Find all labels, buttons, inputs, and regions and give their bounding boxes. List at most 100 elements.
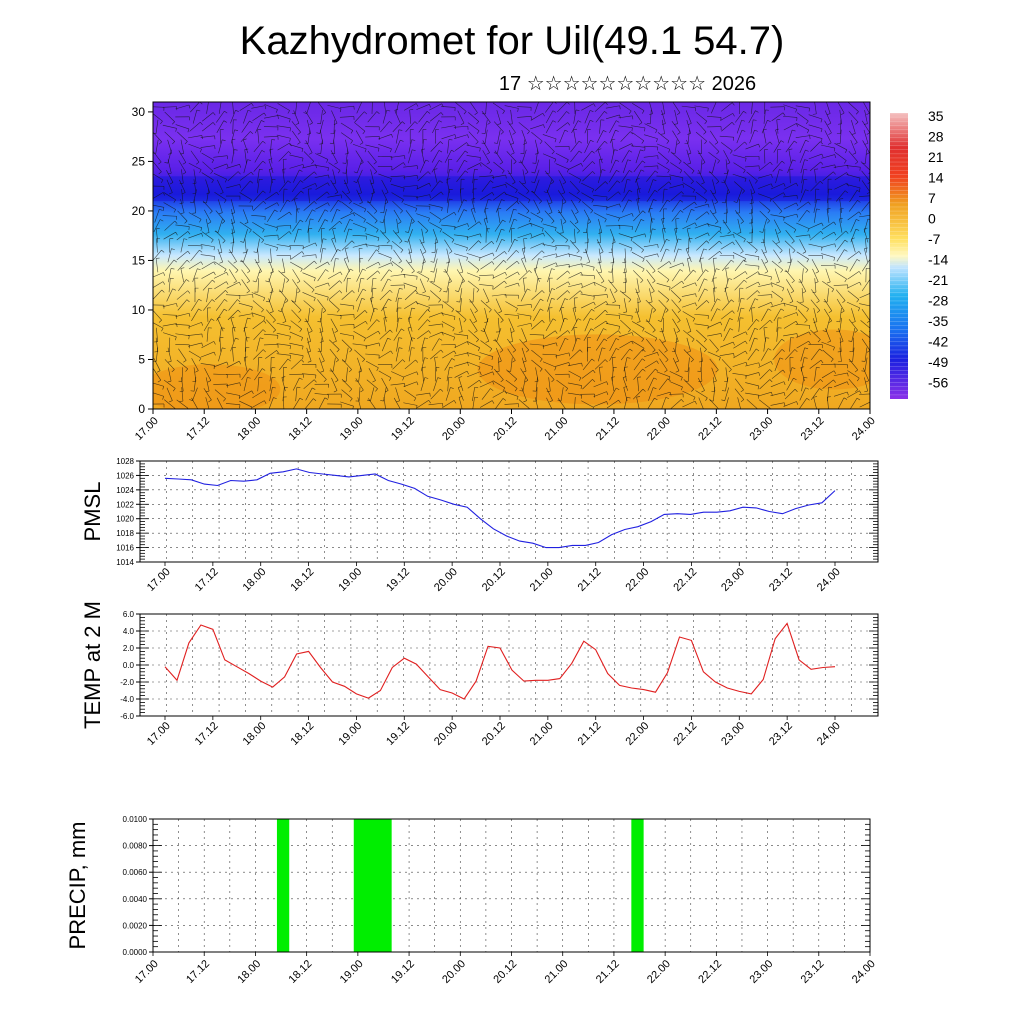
wind-barb [302,164,305,168]
precip-x-tick-label: 22.12 [696,958,724,986]
wind-barb [442,350,455,359]
wind-barb [478,356,481,361]
wind-barb [618,125,633,128]
wind-barb [698,397,704,409]
wind-barb [221,221,225,224]
wind-barb [779,250,783,254]
wind-barb [864,377,868,392]
wind-barb [203,202,207,204]
wind-barb [416,371,419,376]
wind-barb [522,169,526,184]
wind-barb [261,239,265,243]
wind-barb [497,139,501,154]
wind-barb [226,164,240,169]
wind-barb [454,370,468,378]
wind-barb [850,219,857,233]
wind-barb [592,161,596,165]
wind-barb [405,231,409,233]
wind-barb [314,393,329,396]
wind-barb [430,349,442,360]
wind-barb [567,270,571,274]
wind-barb [825,317,831,332]
wind-barb [244,222,249,224]
wind-barb [223,308,228,312]
wind-barb [366,201,371,204]
wind-barb [575,211,579,215]
wind-barb [252,400,265,408]
wind-barb [670,399,682,409]
wind-barb [618,224,633,227]
wind-barb [508,219,515,233]
wind-barb [155,228,159,243]
wind-barb [872,401,874,404]
wind-barb [628,199,632,202]
wind-barb [231,218,235,233]
wind-barb [692,189,696,193]
wind-barb [216,120,225,133]
wind-barb [309,122,313,125]
wind-barb [478,240,482,244]
wind-barb [656,138,658,143]
wind-barb [505,379,518,389]
wind-barb [263,135,278,138]
wind-barb [509,209,514,223]
wind-barb [446,169,450,184]
wind-barb [706,300,710,304]
wind-barb [253,140,263,153]
wind-barb [691,209,695,211]
wind-barb [500,320,504,323]
wind-barb [531,290,543,300]
wind-barb [751,208,754,223]
wind-barb [530,323,533,327]
wind-barb [740,307,745,310]
wind-barb [580,282,594,289]
wind-barb [419,159,426,173]
wind-barb [335,379,339,383]
wind-barb [167,248,172,263]
wind-barb [302,157,304,162]
wind-barb [820,161,824,165]
wind-barb [180,268,185,283]
wind-barb [429,211,442,221]
wind-barb [344,248,349,263]
wind-barb [785,279,795,292]
wind-barb [628,150,633,153]
wind-barb [527,288,531,291]
wind-barb [479,381,493,388]
wind-barb [468,329,479,340]
wind-barb [745,143,759,150]
wind-barb [431,160,440,173]
wind-barb [647,199,654,213]
wind-barb [653,387,657,389]
profile-y-tick-label: 5 [138,352,145,366]
wind-barb [294,197,298,200]
wind-barb [554,367,557,371]
wind-barb [173,209,176,213]
wind-barb [243,159,248,174]
wind-barb [665,248,670,251]
wind-barb [558,170,567,183]
wind-barb [851,308,856,322]
wind-barb [403,103,417,111]
wind-barb [757,385,760,390]
pmsl-x-tick-label: 19.00 [336,566,364,594]
wind-barb [246,290,250,294]
wind-barb [270,357,272,372]
wind-barb [441,312,444,316]
wind-barb [703,248,708,251]
wind-barb [227,171,239,182]
wind-barb [523,400,527,403]
wind-barb [339,314,354,316]
wind-barb [473,320,477,324]
wind-barb [178,150,187,163]
wind-barb [198,357,202,362]
wind-barb [551,240,555,244]
wind-barb [551,288,556,290]
wind-barb [433,377,438,391]
wind-barb [496,327,502,342]
wind-barb [709,209,719,222]
wind-barb [466,361,481,368]
wind-barb [618,115,633,119]
wind-barb [175,336,177,341]
pmsl-x-tick-label: 21.00 [528,566,556,594]
